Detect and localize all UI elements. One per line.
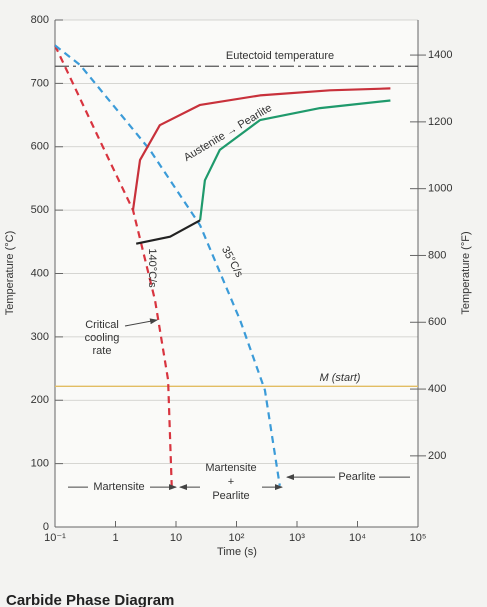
y-tick-label: 300 bbox=[31, 331, 49, 343]
y2-tick-label: 200 bbox=[428, 450, 446, 462]
y-tick-label: 200 bbox=[31, 394, 49, 406]
caption: Carbide Phase Diagram bbox=[6, 592, 174, 607]
curve bbox=[199, 99, 391, 221]
y2-tick-label: 1000 bbox=[428, 183, 452, 195]
y2-tick-label: 1400 bbox=[428, 49, 452, 61]
x-tick-label: 10 bbox=[170, 532, 182, 544]
arrow bbox=[124, 318, 158, 327]
annotation: Martensite bbox=[93, 481, 144, 493]
annotation: + bbox=[228, 476, 234, 488]
annotation: cooling bbox=[85, 332, 120, 344]
annotation: Pearlite bbox=[338, 471, 375, 483]
x-tick-label: 10⁻¹ bbox=[44, 532, 66, 544]
y2-tick-label: 1200 bbox=[428, 116, 452, 128]
y-tick-label: 500 bbox=[31, 204, 49, 216]
annotation: Pearlite bbox=[212, 490, 249, 502]
y2-axis-title: Temperature (°F) bbox=[460, 231, 472, 314]
reference-label: M (start) bbox=[320, 372, 361, 384]
reference-label: Eutectoid temperature bbox=[226, 50, 334, 62]
x-tick-label: 1 bbox=[112, 532, 118, 544]
y-tick-label: 800 bbox=[31, 14, 49, 26]
x-tick-label: 10⁵ bbox=[410, 532, 427, 544]
y2-tick-label: 400 bbox=[428, 383, 446, 395]
label-bg bbox=[335, 470, 379, 485]
x-tick-label: 10⁴ bbox=[349, 532, 366, 544]
label-bg bbox=[88, 480, 150, 495]
annotation: Critical bbox=[85, 319, 119, 331]
x-tick-label: 10² bbox=[229, 532, 245, 544]
annotation: Martensite bbox=[205, 462, 256, 474]
y-tick-label: 0 bbox=[43, 521, 49, 533]
curve bbox=[54, 44, 281, 486]
curve bbox=[54, 44, 173, 486]
y-tick-label: 700 bbox=[31, 77, 49, 89]
y-tick-label: 400 bbox=[31, 267, 49, 279]
curve bbox=[131, 87, 391, 211]
x-axis-title: Time (s) bbox=[217, 546, 257, 558]
y2-tick-label: 600 bbox=[428, 316, 446, 328]
y2-tick-label: 800 bbox=[428, 249, 446, 261]
curve-label: 140°C/s bbox=[146, 248, 158, 288]
x-tick-label: 10³ bbox=[289, 532, 305, 544]
annotation: rate bbox=[93, 345, 112, 357]
y-tick-label: 100 bbox=[31, 458, 49, 470]
y-axis-title: Temperature (°C) bbox=[4, 231, 16, 315]
y-tick-label: 600 bbox=[31, 141, 49, 153]
curve bbox=[135, 219, 201, 245]
